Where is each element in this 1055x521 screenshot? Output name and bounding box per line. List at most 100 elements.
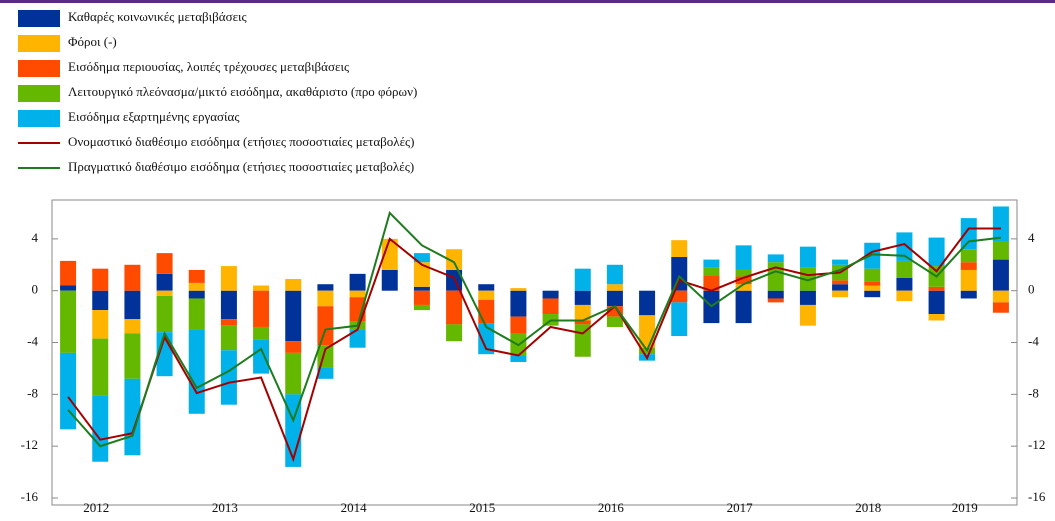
x-tick-label: 2013: [212, 500, 238, 515]
bar-segment: [253, 285, 270, 291]
bar-segment: [478, 323, 495, 355]
y2-tick-label: -12: [1028, 437, 1045, 452]
legend-label: Πραγματικό διαθέσιμο εισόδημα (ετήσιες π…: [68, 159, 414, 174]
bar-segment: [60, 352, 77, 430]
y-tick-label: -8: [27, 385, 38, 400]
bar-segment: [478, 284, 495, 291]
legend-swatch: [18, 10, 60, 27]
x-tick-label: 2018: [855, 500, 881, 515]
legend-label: Εισόδημα εξαρτημένης εργασίας: [68, 109, 240, 124]
bar-segment: [832, 280, 849, 285]
bar-segment: [928, 290, 945, 315]
bar-segment: [253, 339, 270, 374]
bar-segment: [220, 325, 237, 351]
bar-segment: [60, 260, 77, 286]
bar-segment: [478, 290, 495, 300]
bar-segment: [606, 306, 623, 317]
bar-segment: [992, 302, 1009, 313]
bar-segment: [188, 282, 205, 291]
bar-segment: [510, 290, 527, 317]
bar-segment: [960, 269, 977, 291]
bar-segment: [574, 290, 591, 305]
bar-segment: [960, 262, 977, 270]
bar-segment: [317, 290, 334, 307]
bar-segment: [864, 281, 881, 286]
bar-segment: [285, 352, 302, 395]
bar-segment: [864, 268, 881, 282]
bar-segment: [220, 319, 237, 326]
x-tick-label: 2015: [469, 500, 495, 515]
bar-segment: [671, 257, 688, 291]
bar-segment: [285, 290, 302, 342]
bar-segment: [349, 329, 366, 348]
y-tick-label: 4: [32, 230, 39, 245]
bar-segment: [735, 269, 752, 277]
bar-segment: [220, 290, 237, 320]
bar-segment: [478, 299, 495, 324]
bar-segment: [703, 275, 720, 291]
bar-segment: [896, 232, 913, 261]
bar-segment: [574, 320, 591, 325]
bar-segment: [767, 254, 784, 263]
bar-segment: [92, 290, 109, 311]
top-border: [0, 0, 1055, 3]
plot-frame: [51, 199, 1018, 506]
bar-segment: [574, 268, 591, 291]
bar-segment: [832, 284, 849, 291]
y2-tick-label: 4: [1028, 230, 1035, 245]
bar-segment: [446, 324, 463, 342]
bar-segment: [156, 253, 173, 274]
y2-tick-label: -8: [1028, 385, 1039, 400]
bar-segment: [92, 338, 109, 396]
bar-segment: [735, 284, 752, 291]
y2-tick-label: -4: [1028, 334, 1039, 349]
bar-segment: [606, 264, 623, 285]
y-tick-label: 0: [32, 282, 39, 297]
legend-swatch: [18, 110, 60, 127]
bar-segment: [285, 341, 302, 353]
bar-segment: [992, 290, 1009, 303]
bar-segment: [317, 284, 334, 291]
bar-segment: [446, 249, 463, 270]
bar-segment: [928, 314, 945, 321]
bar-segment: [124, 290, 141, 320]
bar-segment: [510, 316, 527, 334]
bar-segment: [317, 306, 334, 346]
bar-segment: [799, 246, 816, 268]
bar-segment: [992, 259, 1009, 291]
y2-tick-label: 0: [1028, 282, 1035, 297]
bar-segment: [832, 290, 849, 298]
bar-segment: [349, 273, 366, 291]
bar-segment: [92, 395, 109, 462]
bar-segment: [606, 316, 623, 327]
legend-label: Καθαρές κοινωνικές μεταβιβάσεις: [68, 9, 248, 24]
line: [67, 227, 1001, 463]
bar-segment: [671, 302, 688, 337]
legend-label: Φόροι (-): [68, 34, 117, 49]
y-tick-label: -12: [21, 437, 38, 452]
line: [67, 211, 1002, 448]
bar-segment: [413, 286, 430, 291]
bar-segment: [156, 273, 173, 291]
bar-segment: [703, 267, 720, 276]
legend-swatch: [18, 60, 60, 77]
bar-segment: [188, 290, 205, 299]
bar-segment: [896, 277, 913, 291]
bar-segment: [92, 310, 109, 339]
bar-segment: [992, 206, 1009, 242]
bar-segment: [606, 284, 623, 291]
bar-segment: [413, 253, 430, 263]
bar-segment: [124, 333, 141, 379]
bar-segment: [960, 218, 977, 250]
legend-swatch: [18, 85, 60, 102]
bar-segment: [510, 355, 527, 362]
bar-segment: [928, 237, 945, 267]
bar-segment: [60, 285, 77, 291]
x-tick-label: 2012: [83, 500, 109, 515]
bar-segment: [896, 260, 913, 278]
bar-segment: [960, 249, 977, 263]
bar-segment: [220, 350, 237, 405]
x-tick-label: 2017: [727, 500, 754, 515]
